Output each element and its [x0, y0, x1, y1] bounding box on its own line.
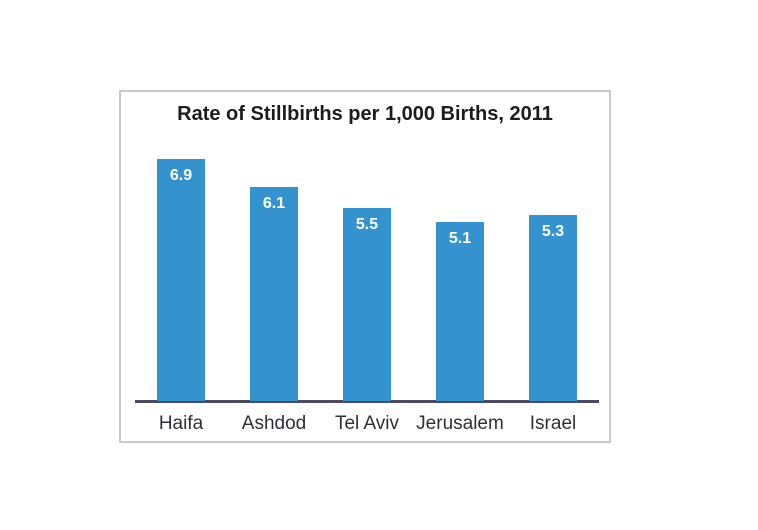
plot-area: 6.9 Haifa 6.1 Ashdod 5.5 Tel Aviv 5.1 Jerusalem… — [121, 92, 609, 441]
x-axis-label-jerusalem: Jerusalem — [416, 413, 504, 434]
x-axis-label-tel-aviv: Tel Aviv — [334, 413, 400, 434]
x-axis-line — [135, 400, 599, 403]
x-axis-label-haifa: Haifa — [158, 413, 204, 434]
bar-jerusalem: 5.1 — [436, 222, 484, 401]
bar-israel: 5.3 — [529, 215, 577, 401]
chart-title: Rate of Stillbirths per 1,000 Births, 20… — [177, 103, 553, 125]
bar-value-label: 5.5 — [355, 216, 379, 233]
bar-haifa: 6.9 — [157, 159, 205, 401]
x-axis-label-israel: Israel — [529, 413, 577, 434]
bar-value-label: 5.1 — [448, 230, 472, 247]
stillbirth-rate-chart: Rate of Stillbirths per 1,000 Births, 20… — [119, 90, 611, 443]
bar-value-label: 6.9 — [169, 167, 193, 184]
bar-ashdod: 6.1 — [250, 187, 298, 401]
bar-value-label: 5.3 — [541, 223, 565, 240]
x-axis-label-ashdod: Ashdod — [241, 413, 307, 434]
bar-tel-aviv: 5.5 — [343, 208, 391, 401]
bar-value-label: 6.1 — [262, 195, 286, 212]
